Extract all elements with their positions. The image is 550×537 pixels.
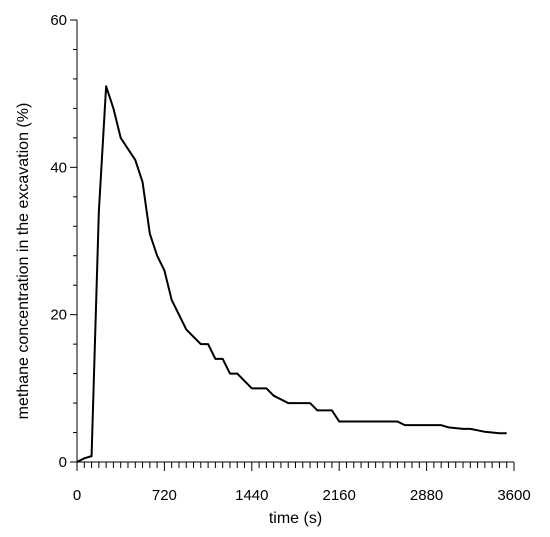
x-axis: 0 720 1440 2160 2880 3600 <box>73 461 531 504</box>
y-tick-label: 20 <box>50 307 67 324</box>
series-line-0 <box>76 85 507 463</box>
x-tick-label: 2880 <box>410 487 443 504</box>
x-tick-label: 3600 <box>497 487 530 504</box>
y-axis: 0 20 40 60 <box>50 12 78 471</box>
x-tick-label: 2160 <box>323 487 356 504</box>
x-axis-label: time (s) <box>269 510 322 527</box>
y-tick-label: 60 <box>50 12 67 29</box>
series-layer <box>76 85 507 463</box>
y-tick-label: 0 <box>59 454 67 471</box>
x-tick-label: 0 <box>73 487 81 504</box>
x-tick-label: 1440 <box>235 487 268 504</box>
y-axis-label: methane concentration in the excavation … <box>15 103 32 420</box>
y-tick-label: 40 <box>50 159 67 176</box>
x-tick-label: 720 <box>152 487 177 504</box>
